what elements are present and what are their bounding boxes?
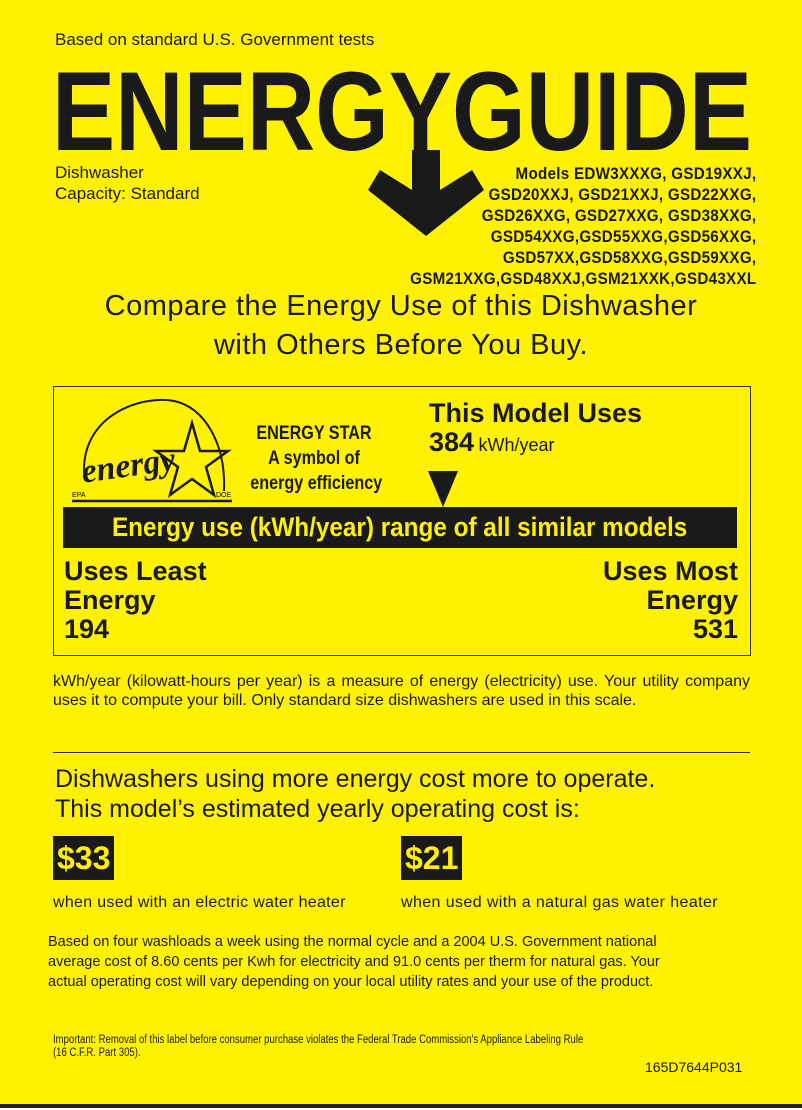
logo-epa: EPA: [72, 492, 86, 499]
title-text: ENERGYGUIDE: [52, 62, 752, 157]
cost-heading-line2: This model’s estimated yearly operating …: [55, 795, 580, 823]
energy-star-line: energy efficiency: [250, 473, 383, 494]
model-usage-value: 384: [429, 427, 475, 457]
cost-basis: Based on four washloads a week using the…: [48, 932, 660, 992]
energy-star-logo: energy EPA DOE: [72, 399, 232, 503]
energy-star-caption: ENERGY STAR A symbol of energy efficienc…: [250, 421, 383, 496]
electric-cost-value: $33: [53, 836, 115, 880]
model-line: GSD26XXG, GSD27XXG, GSD38XXG,: [481, 207, 756, 225]
removal-notice: Important: Removal of this label before …: [53, 1034, 583, 1060]
cost-heading-line1: Dishwashers using more energy cost more …: [55, 765, 656, 793]
uses-least: Uses Least Energy 194: [64, 557, 207, 644]
most-label: Energy: [646, 585, 738, 615]
model-line: GSM21XXG,GSD48XXJ,GSM21XXK,GSD43XXL: [409, 270, 756, 288]
notice-line: Important: Removal of this label before …: [53, 1034, 584, 1046]
compare-heading-line1: Compare the Energy Use of this Dishwashe…: [104, 290, 698, 322]
logo-doe: DOE: [216, 492, 232, 499]
energy-star-line: ENERGY STAR: [256, 423, 372, 444]
this-model-uses-heading: This Model Uses: [429, 398, 643, 428]
cost-basis-line: average cost of 8.60 cents per Kwh for e…: [48, 954, 660, 970]
compare-heading-line2: with Others Before You Buy.: [213, 329, 589, 361]
tests-note: Based on standard U.S. Government tests: [55, 30, 375, 49]
divider: [53, 752, 750, 753]
most-value: 531: [692, 614, 738, 644]
model-list: Models EDW3XXXG, GSD19XXJ, GSD20XXJ, GSD…: [380, 164, 756, 290]
range-title: Energy use (kWh/year) range of all simil…: [112, 512, 688, 542]
gas-cost-caption: when used with a natural gas water heate…: [401, 894, 719, 911]
arrow-down-icon: [368, 150, 484, 236]
least-label: Energy: [64, 585, 156, 615]
logo-script-text: energy: [79, 441, 179, 491]
range-bar: Energy use (kWh/year) range of all simil…: [63, 507, 737, 548]
part-number: 165D7644P031: [645, 1059, 743, 1075]
model-usage: 384 kWh/year: [429, 428, 555, 457]
model-line: Models EDW3XXXG, GSD19XXJ,: [515, 165, 756, 183]
least-label: Uses Least: [64, 556, 207, 586]
cost-basis-line: Based on four washloads a week using the…: [48, 934, 657, 950]
model-line: GSD20XXJ, GSD21XXJ, GSD22XXG,: [488, 186, 756, 204]
uses-most: Uses Most Energy 531: [603, 557, 738, 644]
appliance-type: Dishwasher: [55, 163, 144, 182]
kwh-explanation: kWh/year (kilowatt-hours per year) is a …: [53, 673, 750, 709]
energyguide-title: ENERGYGUIDE: [52, 62, 752, 157]
model-position-marker-icon: [428, 471, 458, 507]
most-label: Uses Most: [602, 556, 738, 586]
notice-line: (16 C.F.R. Part 305).: [53, 1047, 141, 1059]
energy-star-line: A symbol of: [268, 448, 360, 469]
least-value: 194: [64, 614, 110, 644]
energy-use-box: energy EPA DOE ENERGY STAR A symbol of e…: [53, 386, 751, 656]
model-usage-unit: kWh/year: [478, 435, 555, 455]
capacity: Capacity: Standard: [55, 184, 200, 203]
gas-cost-value: $21: [401, 836, 463, 880]
electric-cost-caption: when used with an electric water heater: [53, 894, 346, 911]
model-line: GSD57XX,GSD58XXG,GSD59XXG,: [502, 249, 756, 267]
cost-basis-line: actual operating cost will vary dependin…: [48, 974, 654, 990]
model-line: GSD54XXG,GSD55XXG,GSD56XXG,: [490, 228, 756, 246]
